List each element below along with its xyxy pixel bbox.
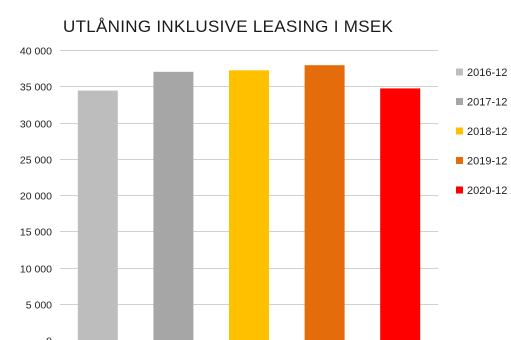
legend-label: 2018-12 [467,126,507,138]
legend-swatch [456,98,463,105]
bar-2020-12 [380,88,421,340]
legend-label: 2016-12 [467,67,507,79]
bar-2019-12 [304,65,345,340]
y-tick-label: 10 000 [20,264,52,276]
legend: 2016-12 2017-12 2018-12 2019-12 2020-12 [456,67,507,197]
legend-swatch [456,157,463,164]
legend-swatch [456,186,463,194]
y-tick-label: 0 [46,336,52,340]
bar-2016-12 [77,90,118,340]
bar-2017-12 [153,71,194,340]
bars [77,65,421,340]
legend-label: 2020-12 [467,185,507,197]
y-tick-label: 40 000 [20,46,52,58]
legend-swatch [456,127,463,135]
y-tick-label: 15 000 [20,227,52,239]
y-tick-label: 35 000 [20,82,52,94]
y-tick-label: 20 000 [20,191,52,203]
legend-label: 2017-12 [467,97,507,109]
bar-2018-12 [229,70,269,340]
y-tick-label: 30 000 [20,119,52,131]
chart-title: UTLÅNING INKLUSIVE LEASING I MSEK [63,17,394,36]
legend-label: 2019-12 [467,156,507,168]
y-tick-label: 25 000 [20,155,52,167]
y-tick-label: 5 000 [26,300,52,312]
legend-swatch [456,68,463,76]
y-axis-ticks: 0 5 000 10 000 15 000 20 000 25 000 30 000 35 0… [20,46,52,340]
